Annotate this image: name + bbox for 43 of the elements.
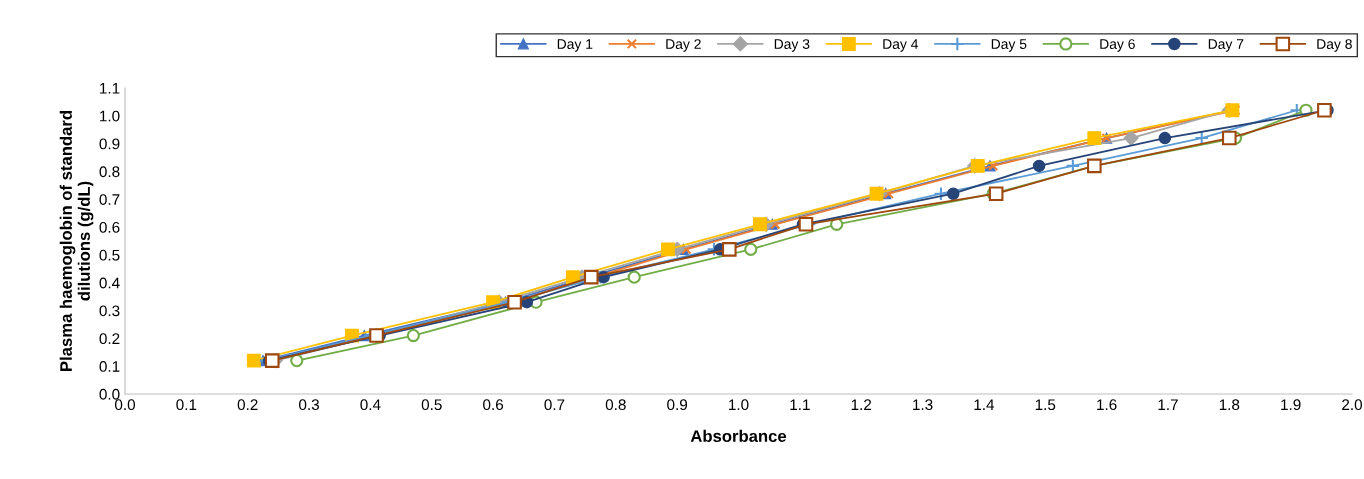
legend-label: Day 3	[774, 39, 810, 52]
x-tick-label: 1.0	[729, 399, 749, 411]
x-tick-label: 0.2	[237, 399, 258, 411]
y-tick-label: 0.5	[99, 249, 120, 261]
x-tick-label: 0.9	[667, 399, 688, 411]
x-tick-label: 1.6	[1097, 399, 1117, 411]
y-tick-label: 0.3	[99, 305, 120, 317]
legend-label: Day 6	[1100, 39, 1135, 52]
y-tick-label: 0.8	[99, 166, 120, 178]
x-tick-label: 1.2	[851, 399, 872, 410]
x-tick-label: 0.6	[483, 399, 504, 411]
x-tick-label: 0.4	[360, 399, 381, 411]
x-tick-label: 0.3	[299, 399, 319, 411]
y-tick-label: 1.0	[100, 110, 120, 122]
y-tick-label: 0.1	[99, 361, 120, 372]
x-tick-label: 1.8	[1219, 399, 1240, 411]
legend-label: Day 1	[557, 39, 593, 52]
legend-label: Day 2	[666, 39, 701, 52]
y-tick-label: 0.2	[99, 333, 120, 345]
x-tick-label: 1.4	[974, 399, 995, 410]
y-tick-label: 0.7	[99, 194, 120, 205]
x-tick-label: 0.8	[605, 399, 626, 411]
legend-label: Day 8	[1317, 39, 1352, 52]
y-tick-label: 0.9	[99, 138, 120, 150]
x-tick-label: 0.1	[176, 399, 197, 411]
x-tick-label: 0.7	[544, 399, 565, 411]
y-tick-label: 0.0	[99, 388, 120, 400]
x-tick-label: 1.5	[1035, 399, 1056, 411]
x-tick-label: 1.3	[913, 399, 933, 411]
y-tick-label: 0.4	[99, 277, 120, 289]
x-axis-title: Absorbance	[690, 429, 787, 443]
x-tick-label: 1.9	[1281, 399, 1301, 411]
legend-label: Day 7	[1208, 39, 1244, 52]
y-axis-title: Plasma haemoglobin of standard dilutions (g/dL)	[59, 111, 94, 371]
x-tick-label: 1.7	[1158, 399, 1178, 410]
x-tick-label: 0.0	[114, 399, 136, 411]
legend-label: Day 4	[883, 39, 919, 52]
legend-label: Day 5	[991, 39, 1027, 52]
x-tick-label: 2.0	[1342, 399, 1363, 411]
y-tick-label: 0.6	[99, 221, 120, 233]
x-tick-label: 0.5	[421, 399, 442, 411]
x-tick-label: 1.1	[790, 399, 810, 410]
y-tick-label: 1.1	[100, 83, 120, 94]
